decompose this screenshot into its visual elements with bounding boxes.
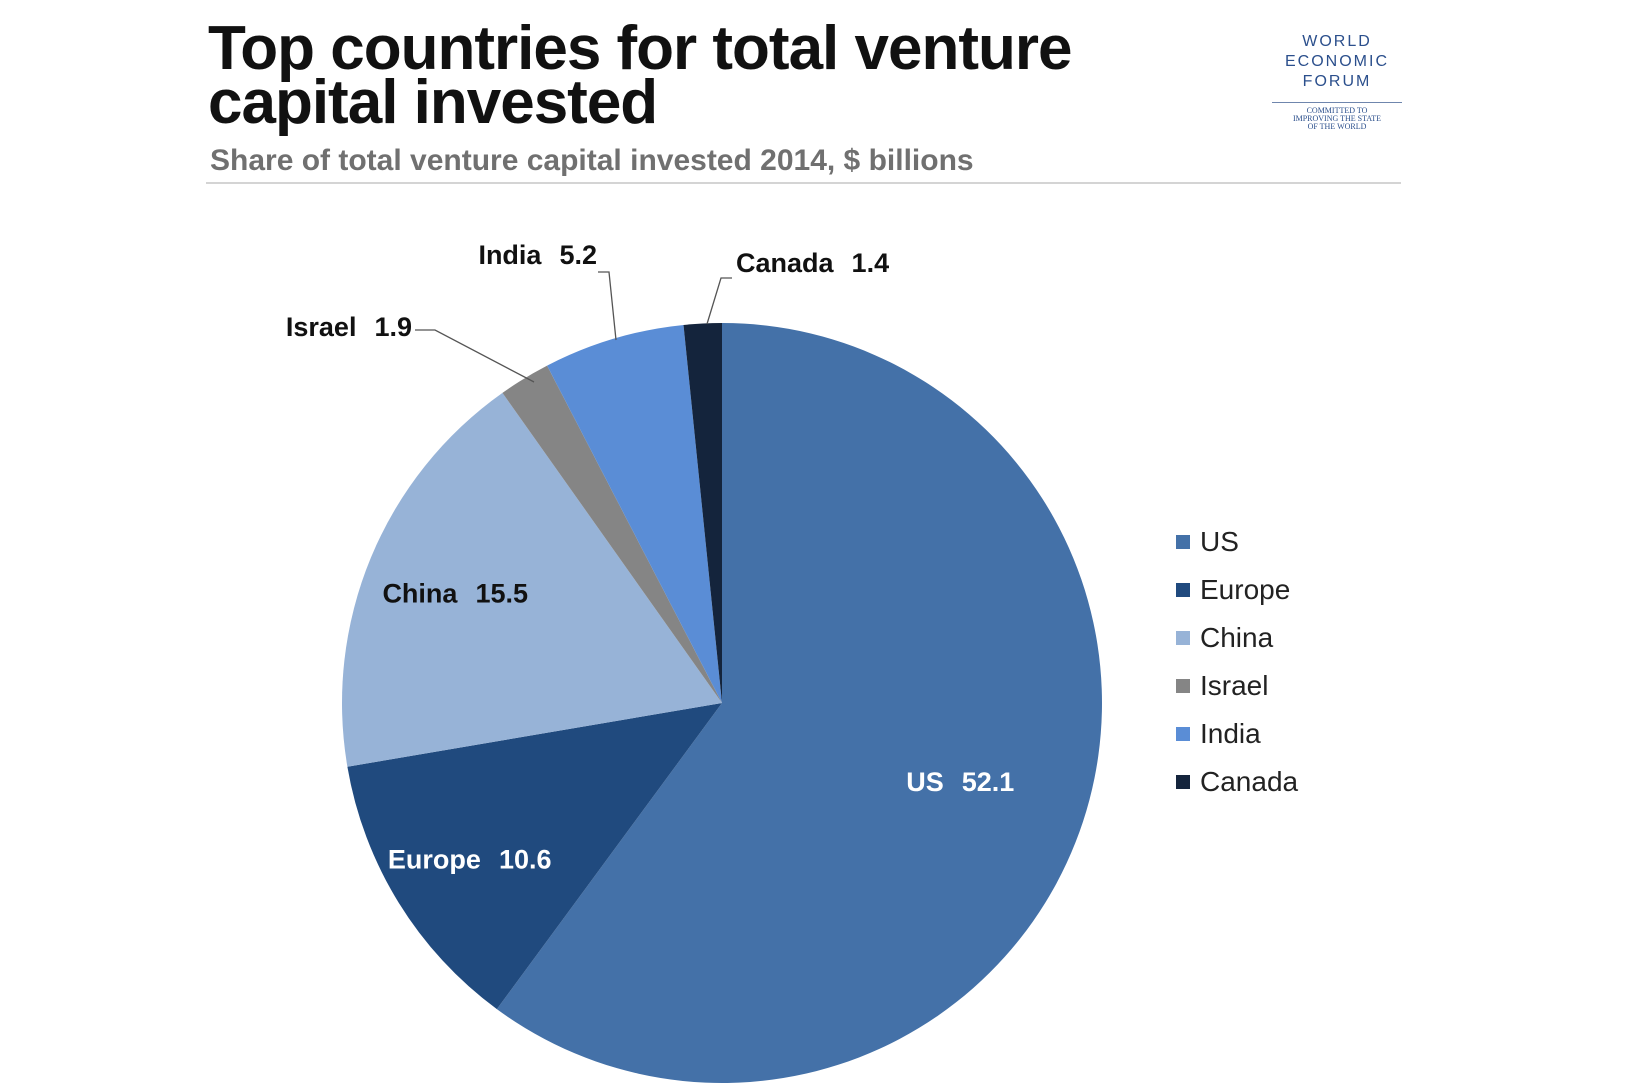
data-label-canada-name: Canada xyxy=(736,248,835,278)
legend-swatch-canada xyxy=(1176,775,1190,789)
legend-label-europe: Europe xyxy=(1200,574,1291,605)
pie-labels: US 52.1 Europe 10.6 China 15.5 Israel 1.9 India 5… xyxy=(286,240,1014,875)
logo-tagline-line-3: OF THE WORLD xyxy=(1307,122,1367,131)
pie-slices xyxy=(341,322,1102,1083)
data-label-china-name: China xyxy=(382,578,458,608)
logo-tagline-line-2: IMPROVING THE STATE xyxy=(1292,114,1382,123)
legend-label-canada: Canada xyxy=(1200,766,1299,797)
leader-line-india xyxy=(598,271,617,341)
legend-label-israel: Israel xyxy=(1200,670,1269,701)
data-label-china: China 15.5 xyxy=(382,578,528,608)
data-label-us-value: 52.1 xyxy=(962,767,1015,797)
data-label-israel-value: 1.9 xyxy=(374,312,412,342)
data-label-us: US 52.1 xyxy=(906,767,1014,797)
pie-slice-us xyxy=(496,323,1102,1083)
legend-swatch-israel xyxy=(1176,679,1190,693)
legend-swatch-europe xyxy=(1176,583,1190,597)
logo-name-line-1: WORLD xyxy=(1302,33,1372,50)
data-label-india-value: 5.2 xyxy=(559,240,597,270)
logo-name-line-2: ECONOMIC xyxy=(1285,53,1389,70)
chart-title: Top countries for total venture capital … xyxy=(208,14,1208,137)
legend-label-us: US xyxy=(1200,526,1239,557)
pie-slice-europe xyxy=(347,703,722,1010)
data-label-india: India 5.2 xyxy=(478,240,597,270)
legend-label-india: India xyxy=(1200,718,1261,749)
data-label-europe: Europe 10.6 xyxy=(388,845,552,875)
pie-slice-china xyxy=(341,392,722,767)
data-label-europe-name: Europe xyxy=(388,845,481,875)
legend-swatch-us xyxy=(1176,535,1190,549)
legend-item-us: US xyxy=(1176,518,1298,566)
data-label-canada-value: 1.4 xyxy=(852,248,890,278)
pie-slice-india xyxy=(547,324,722,703)
legend-item-china: China xyxy=(1176,614,1298,662)
pie-slice-canada xyxy=(683,322,722,703)
legend-item-canada: Canada xyxy=(1176,758,1298,806)
chart-legend: US Europe China Israel India Canada xyxy=(1176,518,1298,806)
data-label-canada: Canada 1.4 xyxy=(736,248,889,278)
chart-title-line-1: Top countries for total venture xyxy=(208,14,1072,83)
legend-item-india: India xyxy=(1176,710,1298,758)
logo-name-line-3: FORUM xyxy=(1302,73,1372,90)
leader-line-canada xyxy=(706,277,732,325)
leader-line-israel xyxy=(415,329,535,383)
pie-slice-israel xyxy=(502,365,722,703)
legend-item-israel: Israel xyxy=(1176,662,1298,710)
wef-logo: WORLD ECONOMIC FORUM COMMITTED TO IMPROV… xyxy=(1262,32,1412,162)
chart-subtitle: Share of total venture capital invested … xyxy=(210,144,974,177)
data-label-china-value: 15.5 xyxy=(475,578,528,608)
logo-divider xyxy=(1272,102,1402,103)
logo-tagline-line-1: COMMITTED TO xyxy=(1306,106,1368,115)
legend-swatch-india xyxy=(1176,727,1190,741)
data-label-europe-value: 10.6 xyxy=(499,845,552,875)
data-label-us-name: US xyxy=(906,767,944,797)
legend-item-europe: Europe xyxy=(1176,566,1298,614)
header-divider xyxy=(206,182,1401,184)
legend-swatch-china xyxy=(1176,631,1190,645)
data-label-israel-name: Israel xyxy=(286,312,357,342)
data-label-india-name: India xyxy=(478,240,542,270)
legend-label-china: China xyxy=(1200,622,1274,653)
chart-title-line-2: capital invested xyxy=(208,68,658,137)
data-label-israel: Israel 1.9 xyxy=(286,312,412,342)
